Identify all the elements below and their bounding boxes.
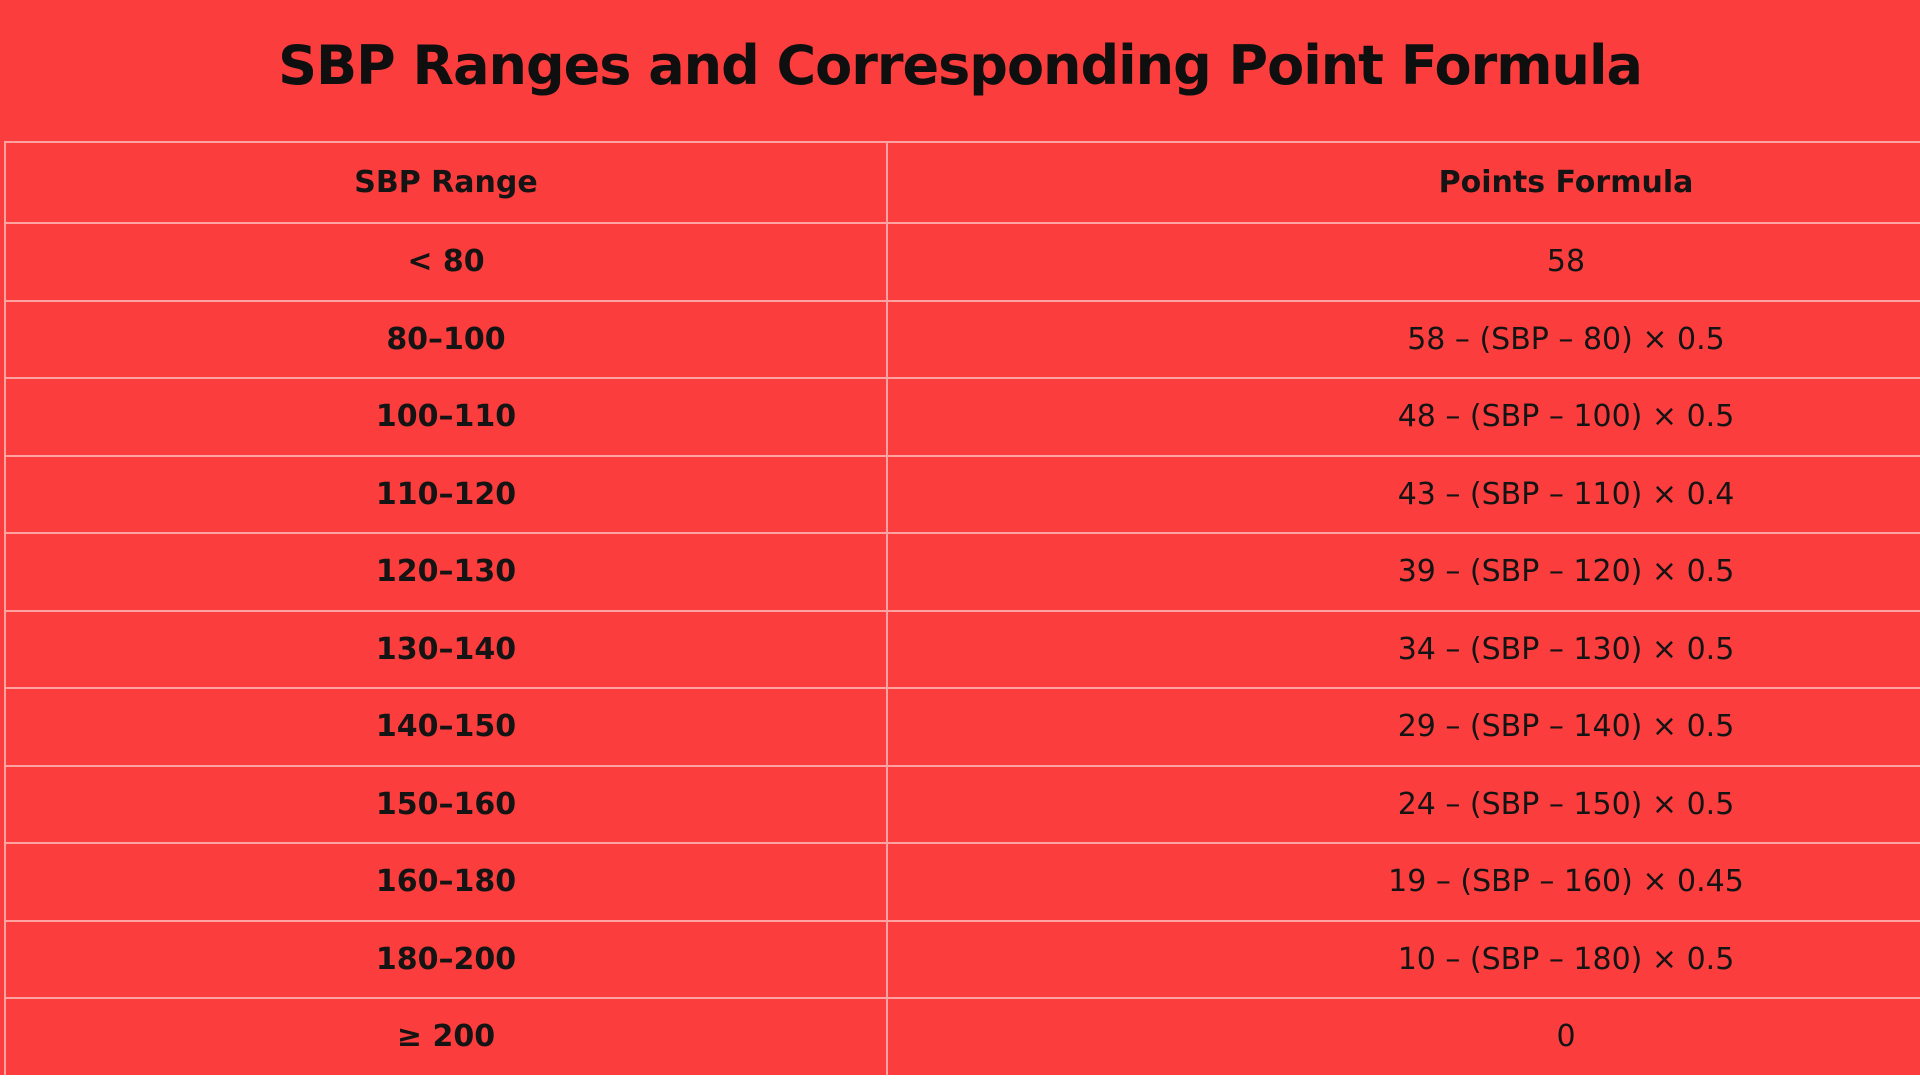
sbp-points-table: SBP Range Points Formula < 80 58 80–100 … [4, 141, 1920, 1077]
page-title: SBP Ranges and Corresponding Point Formu… [278, 34, 1643, 97]
points-formula-cell: 19 – (SBP – 160) × 0.45 [1388, 864, 1744, 900]
sbp-range-cell: ≥ 200 [6, 999, 888, 1075]
header-points-formula: Points Formula [1438, 165, 1694, 200]
points-formula-cell: 10 – (SBP – 180) × 0.5 [1397, 941, 1735, 977]
sbp-range-cell: 100–110 [6, 379, 888, 455]
table-row: 80–100 58 – (SBP – 80) × 0.5 [6, 299, 1920, 377]
points-formula-cell: 58 [1546, 244, 1586, 280]
points-formula-cell: 39 – (SBP – 120) × 0.5 [1397, 554, 1735, 590]
points-formula-cell: 0 [1556, 1019, 1576, 1055]
table-row: 180–200 10 – (SBP – 180) × 0.5 [6, 919, 1920, 997]
header-sbp-range: SBP Range [6, 143, 888, 222]
sbp-range-cell: 150–160 [6, 766, 888, 842]
table-row: 120–130 39 – (SBP – 120) × 0.5 [6, 532, 1920, 610]
points-formula-cell: 24 – (SBP – 150) × 0.5 [1397, 786, 1735, 822]
sbp-range-cell: < 80 [6, 224, 888, 300]
points-formula-cell: 43 – (SBP – 110) × 0.4 [1397, 476, 1735, 512]
sbp-range-cell: 120–130 [6, 534, 888, 610]
table-row: 160–180 19 – (SBP – 160) × 0.45 [6, 842, 1920, 920]
points-formula-cell: 58 – (SBP – 80) × 0.5 [1407, 321, 1725, 357]
points-formula-cell: 48 – (SBP – 100) × 0.5 [1397, 399, 1735, 435]
sbp-range-cell: 130–140 [6, 611, 888, 687]
table-row: ≥ 200 0 [6, 997, 1920, 1075]
points-formula-cell: 29 – (SBP – 140) × 0.5 [1397, 709, 1735, 745]
table-row: < 80 58 [6, 222, 1920, 300]
table-row: 130–140 34 – (SBP – 130) × 0.5 [6, 609, 1920, 687]
table-header-row: SBP Range Points Formula [6, 143, 1920, 222]
table-row: 150–160 24 – (SBP – 150) × 0.5 [6, 764, 1920, 842]
sbp-range-cell: 140–150 [6, 689, 888, 765]
table-row: 140–150 29 – (SBP – 140) × 0.5 [6, 687, 1920, 765]
sbp-range-cell: 180–200 [6, 921, 888, 997]
sbp-range-cell: 110–120 [6, 456, 888, 532]
table-row: 100–110 48 – (SBP – 100) × 0.5 [6, 377, 1920, 455]
sbp-range-cell: 80–100 [6, 301, 888, 377]
table-row: 110–120 43 – (SBP – 110) × 0.4 [6, 454, 1920, 532]
sbp-range-cell: 160–180 [6, 844, 888, 920]
points-formula-cell: 34 – (SBP – 130) × 0.5 [1397, 631, 1735, 667]
